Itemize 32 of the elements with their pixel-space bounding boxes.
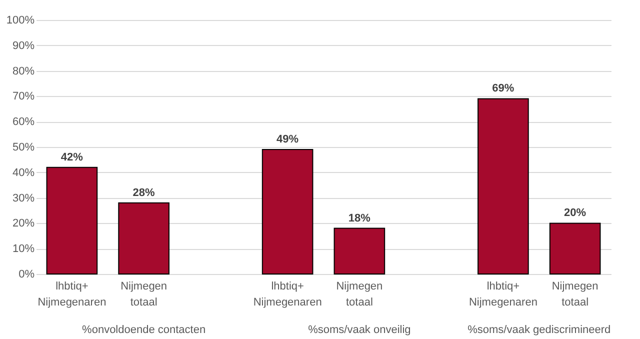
bar — [118, 202, 170, 274]
text: %onvoldoende contacten — [82, 324, 206, 336]
data-label: 49% — [276, 134, 299, 146]
x-tick-label: Nijmegen totaal — [336, 280, 383, 308]
x-tick-label: lhbtiq+ Nijmegenaren — [253, 280, 322, 308]
y-tick-label: 40% — [12, 166, 35, 179]
y-tick-label: 30% — [12, 192, 35, 204]
y-tick-label: 50% — [12, 142, 35, 154]
y-tick-label: 0% — [18, 268, 35, 280]
bar — [262, 149, 314, 274]
y-tick-label: 60% — [12, 116, 35, 128]
data-label: 20% — [564, 207, 586, 220]
data-label: 18% — [348, 212, 371, 224]
x-tick-label: Nijmegen totaal — [120, 280, 168, 308]
text: %soms/vaak onveilig — [308, 324, 411, 336]
y-tick-label: 70% — [12, 90, 35, 103]
bar — [334, 228, 386, 274]
bar — [478, 98, 529, 274]
y-tick-label: 90% — [12, 40, 35, 52]
x-tick-label: lhbtiq+ Nijmegenaren — [468, 280, 538, 308]
bar — [46, 166, 98, 274]
y-tick-label: 10% — [12, 243, 35, 256]
x-tick-label: lhbtiq+ Nijmegenaren — [38, 280, 106, 308]
y-tick-label: 20% — [12, 218, 35, 230]
y-tick-label: 80% — [12, 65, 35, 78]
data-label: 69% — [492, 82, 514, 95]
x-tick-label: Nijmegen totaal — [552, 280, 598, 308]
data-label: 28% — [132, 186, 156, 199]
bar — [549, 222, 601, 274]
y-tick-label: 100% — [6, 14, 35, 26]
data-label: 42% — [60, 151, 84, 164]
text: %soms/vaak gediscrimineerd — [468, 324, 611, 336]
